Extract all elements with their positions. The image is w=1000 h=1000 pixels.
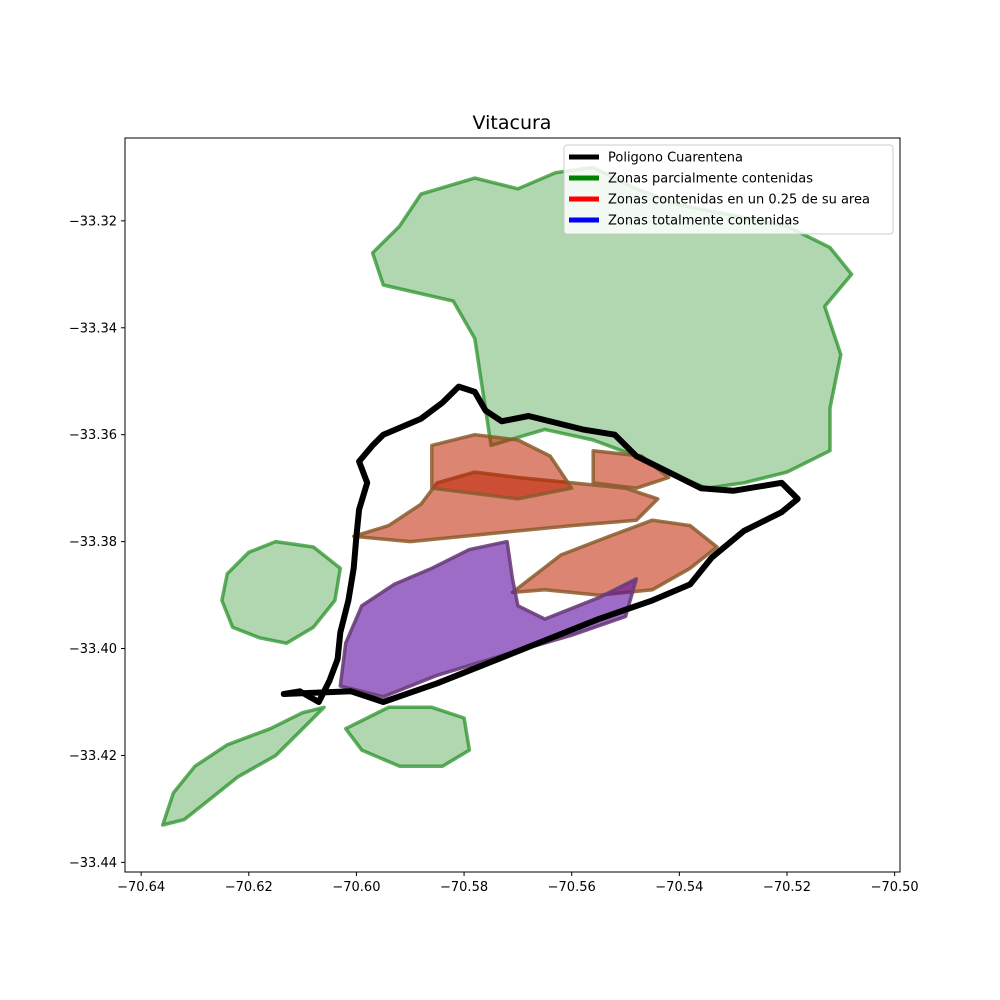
y-tick-label: −33.38 (69, 535, 117, 550)
quarter-zone-4 (510, 518, 719, 597)
quarantine-polygon (280, 383, 801, 705)
x-tick-label: −70.50 (871, 880, 919, 895)
quarter-zone-2 (430, 432, 574, 501)
x-tick-label: −70.56 (548, 880, 596, 895)
axes-frame (124, 137, 901, 873)
x-tick-label: −70.58 (440, 880, 488, 895)
legend: Poligono Cuarentena Zonas parcialmente co… (563, 144, 894, 235)
y-tick-label: −33.40 (69, 642, 117, 657)
x-tick-label: −70.60 (332, 880, 380, 895)
quarter-zones-layer (351, 432, 719, 597)
y-tick-label: −33.36 (69, 428, 117, 443)
legend-box (563, 144, 894, 235)
y-tick-label: −33.42 (69, 749, 117, 764)
partial-zone-3 (160, 705, 326, 827)
partial-zone-2 (220, 539, 343, 645)
x-tick-label: −70.52 (763, 880, 811, 895)
partial-zone-4 (343, 705, 472, 768)
y-axis: −33.32 −33.34 −33.36 −33.38 −33.40 −33.42 −33.… (69, 214, 125, 871)
x-tick-label: −70.64 (117, 880, 165, 895)
y-tick-label: −33.32 (69, 214, 117, 229)
y-tick-label: −33.44 (69, 856, 117, 871)
legend-label: Zonas contenidas en un 0.25 de su area (608, 193, 870, 208)
y-tick-label: −33.34 (69, 321, 117, 336)
legend-label: Zonas totalmente contenidas (608, 214, 799, 229)
x-axis: −70.64 −70.62 −70.60 −70.58 −70.56 −70.54 −70.… (117, 872, 919, 895)
x-tick-label: −70.62 (225, 880, 273, 895)
legend-label: Poligono Cuarentena (608, 151, 743, 166)
map-title: Vitacura (473, 112, 552, 134)
quarantine-polygon-layer (280, 383, 801, 705)
legend-label: Zonas parcialmente contenidas (608, 172, 813, 187)
x-tick-label: −70.54 (655, 880, 703, 895)
